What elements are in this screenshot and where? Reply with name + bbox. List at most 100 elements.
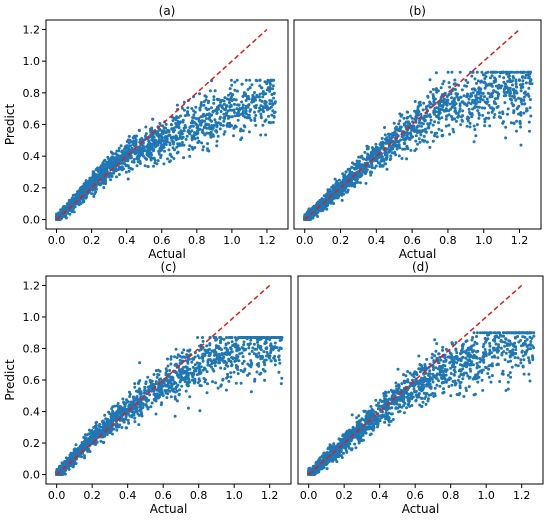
panel-c-point (193, 355, 197, 359)
panel-b-point (480, 106, 484, 110)
panel-b-point (471, 70, 474, 74)
panel-c-y-tick-label: 1.0 (23, 311, 41, 324)
panel-a-point (259, 112, 263, 116)
panel-a-point (208, 89, 212, 93)
panel-b-point (385, 140, 389, 144)
panel-b-point (391, 147, 395, 151)
panel-b-point (454, 109, 458, 113)
panel-a-point (224, 107, 228, 111)
panel-b-point (466, 81, 470, 85)
panel-b-point (500, 84, 504, 88)
panel-a-point (213, 118, 217, 122)
panel-c-point (186, 406, 190, 410)
panel-b-point (527, 86, 531, 90)
panel-a-point (182, 156, 186, 160)
panel-b-point (409, 133, 413, 137)
panel-b-point (468, 121, 472, 125)
panel-a-point (206, 113, 210, 117)
panel-a-point (228, 101, 231, 105)
panel-b-point (397, 122, 401, 126)
panel-a-point (197, 139, 201, 143)
panel-b-point (492, 115, 496, 119)
panel-a-point (226, 109, 230, 113)
panel-b-point (446, 70, 450, 74)
panel-b-point (471, 91, 475, 95)
panel-a-point (82, 199, 86, 203)
panel-a-point (216, 134, 220, 138)
panel-b-point (370, 166, 374, 170)
panel-a-point (125, 144, 129, 148)
panel-a-point (235, 111, 239, 115)
panel-c-point (224, 343, 228, 347)
panel-b-point (394, 125, 398, 129)
panel-a-point (188, 154, 192, 158)
panel-a-point (180, 137, 184, 141)
panel-b-point (502, 76, 506, 80)
panel-a-point (144, 132, 148, 136)
panel-b-point (479, 94, 483, 98)
panel-c-point (226, 372, 229, 376)
panel-b-point (379, 143, 383, 147)
panel-a-point (270, 113, 274, 117)
panel-b-point (494, 79, 498, 83)
panel-c-point (185, 365, 189, 369)
panel-c-y-tick-label: 0.6 (23, 374, 41, 387)
panel-c-point (277, 370, 281, 374)
panel-b-point (431, 139, 435, 143)
panel-a-point (98, 166, 102, 169)
panel-a-point (152, 140, 156, 144)
panel-a-point (103, 169, 107, 173)
panel-b-point (325, 204, 329, 208)
panel-c-point (95, 420, 98, 424)
panel-a-point (147, 139, 151, 143)
panel-a-point (203, 94, 207, 98)
panel-b-point (402, 116, 406, 120)
panel-b-point (405, 157, 409, 161)
panel-b-point (445, 98, 449, 102)
panel-a-point (72, 210, 76, 214)
panel-a-point (243, 92, 247, 96)
panel-c-point (247, 372, 251, 376)
panel-b-point (504, 82, 507, 86)
panel-b-point (515, 107, 519, 111)
panel-c-point (242, 348, 246, 352)
panel-b-point (506, 70, 510, 74)
panel-b-point (416, 142, 420, 146)
panel-a-point (273, 101, 277, 105)
panel-b-point (519, 86, 523, 90)
panel-a-point (163, 136, 167, 140)
panel-b-point (514, 82, 518, 86)
panel-b-point (383, 133, 387, 137)
panel-a-point (164, 126, 167, 130)
panel-b-point (361, 157, 365, 161)
panel-a-point (190, 129, 194, 133)
panel-b-point (447, 109, 451, 113)
panel-a-point (191, 124, 195, 128)
panel-b-point (461, 119, 464, 123)
panel-a-point (60, 208, 64, 212)
panel-b-point (394, 153, 398, 157)
panel-b-point (521, 75, 525, 79)
panel-a-point (193, 146, 197, 150)
panel-c-point (121, 397, 125, 401)
panel-a-point (205, 117, 208, 121)
panel-b-point (456, 115, 460, 119)
panel-b-point (454, 119, 458, 123)
panel-c-point (128, 395, 132, 398)
panel-b-point (434, 71, 438, 75)
panel-a-point (226, 122, 230, 125)
panel-c-point (236, 372, 240, 376)
panel-c-point (165, 396, 169, 400)
panel-b-point (522, 70, 526, 74)
panel-c-point (230, 350, 234, 354)
panel-a-point (126, 158, 130, 162)
panel-c-point (211, 349, 214, 353)
panel-c-point (206, 361, 210, 364)
panel-a-point (205, 108, 209, 112)
panel-a-point (145, 153, 149, 157)
panel-b-point (497, 115, 501, 119)
panel-a-point (271, 103, 275, 107)
panel-c-x-tick-label: 0.4 (119, 489, 137, 502)
panel-b-point (385, 153, 389, 157)
panel-c-point (262, 350, 266, 354)
